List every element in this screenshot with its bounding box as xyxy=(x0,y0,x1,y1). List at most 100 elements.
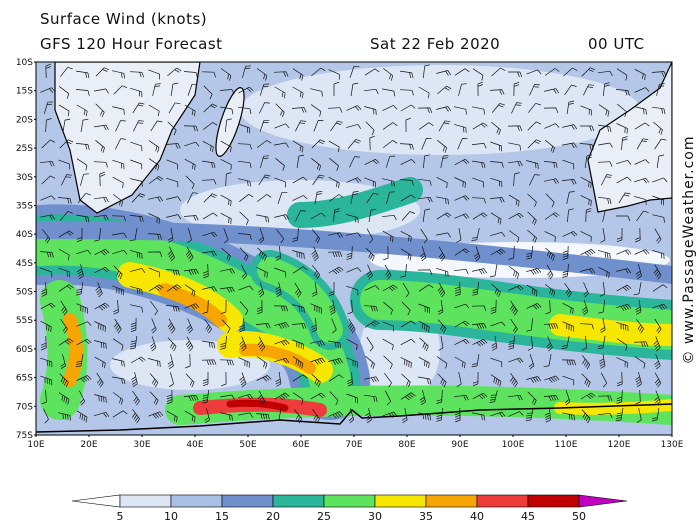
wind-barb xyxy=(132,102,145,114)
wind-barb xyxy=(274,177,286,188)
wind-barb xyxy=(202,212,218,220)
wind-barb xyxy=(600,318,606,333)
wind-barb xyxy=(383,355,393,370)
wind-barb xyxy=(274,267,287,278)
wind-barb xyxy=(274,142,289,148)
wind-barb xyxy=(489,197,505,203)
wind-barb xyxy=(508,212,524,220)
lon-label: 70E xyxy=(345,440,362,450)
wind-barb xyxy=(148,267,160,278)
wind-barb xyxy=(597,412,613,419)
wind-barb xyxy=(130,304,143,313)
wind-barb xyxy=(75,354,84,368)
wind-barb xyxy=(111,215,126,222)
wind-barb xyxy=(598,124,612,133)
wind-barb xyxy=(454,177,466,188)
wind-barb xyxy=(310,303,322,314)
wind-barb xyxy=(183,71,198,78)
wind-barb xyxy=(147,233,162,240)
wind-barb xyxy=(526,69,542,75)
wind-barb xyxy=(76,214,90,223)
wind-barb xyxy=(418,122,434,130)
wind-barb xyxy=(112,392,124,405)
wind-barb xyxy=(328,140,340,153)
wind-barb xyxy=(328,411,344,419)
wind-barb xyxy=(274,123,290,129)
colorbar-label: 5 xyxy=(117,510,124,523)
wind-barb xyxy=(654,228,662,244)
wind-barb xyxy=(366,192,379,204)
wind-barb xyxy=(634,356,646,369)
wind-barb xyxy=(472,268,487,275)
wind-barb xyxy=(529,84,540,96)
wind-barb xyxy=(507,125,523,132)
wind-barb xyxy=(634,68,646,81)
wind-barb xyxy=(312,408,320,424)
wind-barb xyxy=(652,195,664,206)
wind-barb xyxy=(652,249,665,260)
wind-barb xyxy=(130,250,143,259)
colorbar-segment xyxy=(374,494,427,508)
wind-barb xyxy=(220,158,232,170)
wind-barb xyxy=(149,391,159,406)
wind-barb xyxy=(513,81,520,97)
wind-barb xyxy=(219,89,235,95)
wind-barb xyxy=(60,354,66,370)
lat-label: 75S xyxy=(16,431,33,441)
wind-barb xyxy=(292,86,304,99)
wind-barb xyxy=(94,394,107,403)
wind-barb xyxy=(184,284,196,297)
wind-barb xyxy=(238,412,253,418)
wind-barb xyxy=(346,124,362,129)
wind-barb xyxy=(382,68,394,81)
wind-barb xyxy=(454,303,470,309)
wind-barb xyxy=(112,358,125,367)
band xyxy=(549,314,672,346)
wind-barb xyxy=(603,82,610,97)
wind-barb xyxy=(95,103,105,118)
wind-barb xyxy=(382,230,394,243)
wind-barb xyxy=(656,154,665,168)
wind-barb xyxy=(274,86,286,99)
wind-barb xyxy=(256,214,270,223)
wind-barb xyxy=(513,172,520,187)
wind-barb xyxy=(635,264,642,280)
wind-barb xyxy=(346,338,358,351)
wind-barb xyxy=(528,102,541,113)
wind-barb xyxy=(328,282,335,297)
wind-barb xyxy=(436,176,448,189)
wind-barb xyxy=(561,336,570,349)
wind-barb xyxy=(366,264,373,280)
wind-barb xyxy=(129,336,138,350)
calm-area xyxy=(240,65,640,155)
wind-barb xyxy=(310,104,322,117)
wind-barb xyxy=(562,375,575,386)
wind-barb xyxy=(39,251,54,258)
wind-barb xyxy=(564,390,571,406)
wind-barb xyxy=(346,177,362,183)
wind-barb xyxy=(616,249,632,255)
wind-barb xyxy=(202,231,218,238)
wind-barb xyxy=(147,251,163,258)
wind-barb xyxy=(76,158,88,171)
wind-barb xyxy=(562,412,576,421)
wind-barb xyxy=(654,318,662,334)
wind-barb xyxy=(400,194,416,202)
wind-barb xyxy=(653,121,663,135)
wind-barb xyxy=(328,374,344,382)
wind-barb xyxy=(600,228,606,243)
wind-barb xyxy=(295,210,306,222)
wind-barb xyxy=(184,303,200,310)
wind-barb xyxy=(293,409,303,424)
wind-barb xyxy=(349,65,360,78)
wind-barb xyxy=(582,84,595,96)
wind-barb xyxy=(422,64,430,79)
wind-barb xyxy=(311,158,322,171)
wind-barb xyxy=(291,107,307,113)
wind-barb xyxy=(148,104,160,117)
wind-barb xyxy=(422,208,431,222)
wind-barb xyxy=(454,338,470,346)
wind-barb xyxy=(383,301,393,315)
wind-barb xyxy=(616,338,628,351)
wind-barb xyxy=(113,318,122,334)
